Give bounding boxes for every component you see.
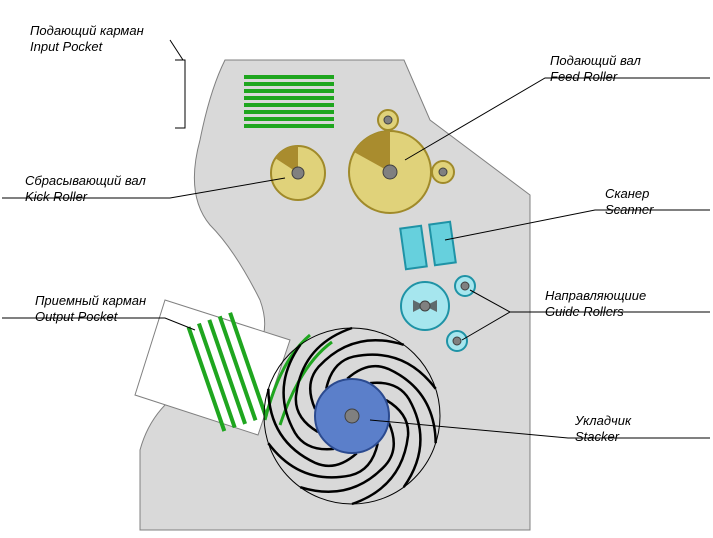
- input-sheet: [244, 103, 334, 107]
- label-feed-ru: Подающий вал: [550, 53, 642, 68]
- input-sheet: [244, 110, 334, 114]
- guide-roller-main-pin: [420, 301, 430, 311]
- input-sheet: [244, 124, 334, 128]
- scanner-bar: [429, 222, 456, 266]
- label-stacker-ru: Укладчик: [574, 413, 632, 428]
- input-sheet: [244, 75, 334, 79]
- label-input-en: Input Pocket: [30, 39, 104, 54]
- label-scanner-ru: Сканер: [605, 186, 649, 201]
- label-kick-ru: Сбрасывающий вал: [25, 173, 146, 188]
- label-scanner-en: Scanner: [605, 202, 654, 217]
- label-output-ru: Приемный карман: [35, 293, 146, 308]
- label-input-ru: Подающий карман: [30, 23, 144, 38]
- feed-satellite-pin: [439, 168, 447, 176]
- label-kick-en: Kick Roller: [25, 189, 88, 204]
- input-sheet: [244, 96, 334, 100]
- label-guide-ru: Направляющиие: [545, 288, 646, 303]
- feed-satellite-pin: [384, 116, 392, 124]
- input-sheet: [244, 89, 334, 93]
- stacker-pin: [345, 409, 359, 423]
- label-feed-en: Feed Roller: [550, 69, 618, 84]
- label-guide-en: Guide Rollers: [545, 304, 624, 319]
- input-sheet: [244, 82, 334, 86]
- feed-roller-pin: [383, 165, 397, 179]
- kick-roller-pin: [292, 167, 304, 179]
- guide-roller-small-pin: [461, 282, 469, 290]
- label-output-en: Output Pocket: [35, 309, 119, 324]
- scanner-bar: [400, 226, 427, 270]
- guide-roller-small-pin: [453, 337, 461, 345]
- input-sheet: [244, 117, 334, 121]
- label-stacker-en: Stacker: [575, 429, 620, 444]
